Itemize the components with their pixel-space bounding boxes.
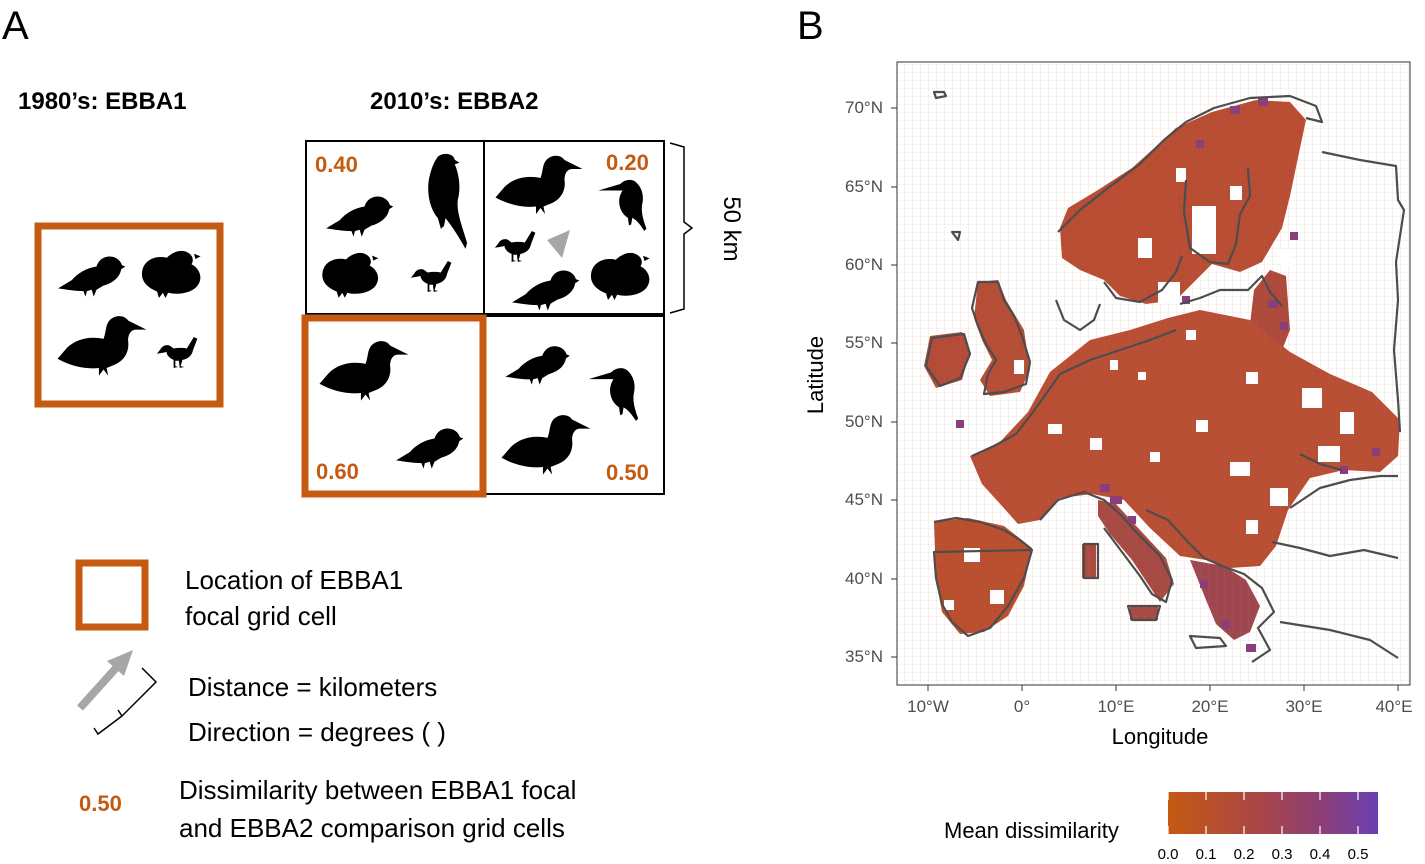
ebba2-title: 2010’s: EBBA2 [370, 88, 539, 115]
colorbar-tick-5: 0.5 [1347, 846, 1369, 863]
colorbar-title: Mean dissimilarity [944, 818, 1119, 843]
colorbar-ticks [1167, 792, 1359, 834]
y-tick-65: 65°N [845, 177, 883, 196]
panel-b-label: B [797, 4, 824, 48]
legend-arrow-icon [107, 650, 133, 676]
x-tick-30e: 30°E [1285, 697, 1323, 716]
legend-arrow-shaft [77, 665, 119, 711]
y-tick-45: 45°N [845, 490, 883, 509]
panel-a-schematic [34, 140, 694, 736]
ebba2-cell-bottom-left-focal [301, 314, 487, 498]
ebba1-focal-cell [34, 222, 224, 408]
legend-focal-line1: Location of EBBA1 [185, 565, 404, 595]
cell-value-bottom-right: 0.50 [606, 460, 649, 485]
legend-distance-bracket [93, 667, 158, 736]
y-tick-70: 70°N [845, 98, 883, 117]
cell-value-bottom-left: 0.60 [316, 459, 359, 484]
high-dissimilarity-cells [956, 98, 1380, 652]
scale-bracket [669, 142, 694, 314]
legend-direction: Direction = degrees ( ) [188, 717, 446, 747]
legend-distance: Distance = kilometers [188, 672, 438, 702]
cell-value-top-right: 0.20 [606, 150, 649, 175]
coastline-outlines [924, 90, 1406, 663]
colorbar-tick-3: 0.3 [1271, 846, 1293, 863]
y-axis-title: Latitude [803, 335, 828, 415]
colorbar-tick-1: 0.1 [1195, 846, 1217, 863]
axis-tick-marks [891, 107, 1399, 691]
legend-focal-line2: focal grid cell [185, 601, 337, 631]
europe-raster [897, 62, 1410, 685]
colorbar-tick-0: 0.0 [1157, 846, 1179, 863]
x-axis-title: Longitude [1111, 724, 1209, 749]
colorbar [1168, 792, 1378, 834]
legend-dissim-line2: and EBBA2 comparison grid cells [179, 813, 565, 843]
x-tick-0: 0° [1013, 697, 1031, 716]
data-gaps [944, 168, 1354, 610]
legend-dissim-line1: Dissimilarity between EBBA1 focal [179, 775, 577, 805]
grid-texture [897, 62, 1410, 685]
y-tick-35: 35°N [845, 647, 883, 666]
panel-a-label: A [2, 4, 29, 48]
x-tick-40e: 40°E [1375, 697, 1413, 716]
cell-value-top-left: 0.40 [315, 152, 358, 177]
y-tick-50: 50°N [845, 412, 883, 431]
ebba1-title: 1980’s: EBBA1 [18, 88, 187, 115]
colorbar-tick-4: 0.4 [1309, 846, 1331, 863]
x-tick-10e: 10°E [1097, 697, 1135, 716]
ebba2-cell-top-right [483, 140, 665, 315]
y-tick-55: 55°N [845, 333, 883, 352]
x-tick-10w: 10°W [907, 697, 949, 716]
colorbar-tick-2: 0.2 [1233, 846, 1255, 863]
x-tick-20e: 20°E [1191, 697, 1229, 716]
legend-focal-swatch [75, 559, 149, 631]
y-tick-40: 40°N [845, 569, 883, 588]
legend-dissim-value: 0.50 [79, 791, 122, 816]
direction-arrowhead-icon [547, 230, 570, 258]
y-tick-60: 60°N [845, 255, 883, 274]
